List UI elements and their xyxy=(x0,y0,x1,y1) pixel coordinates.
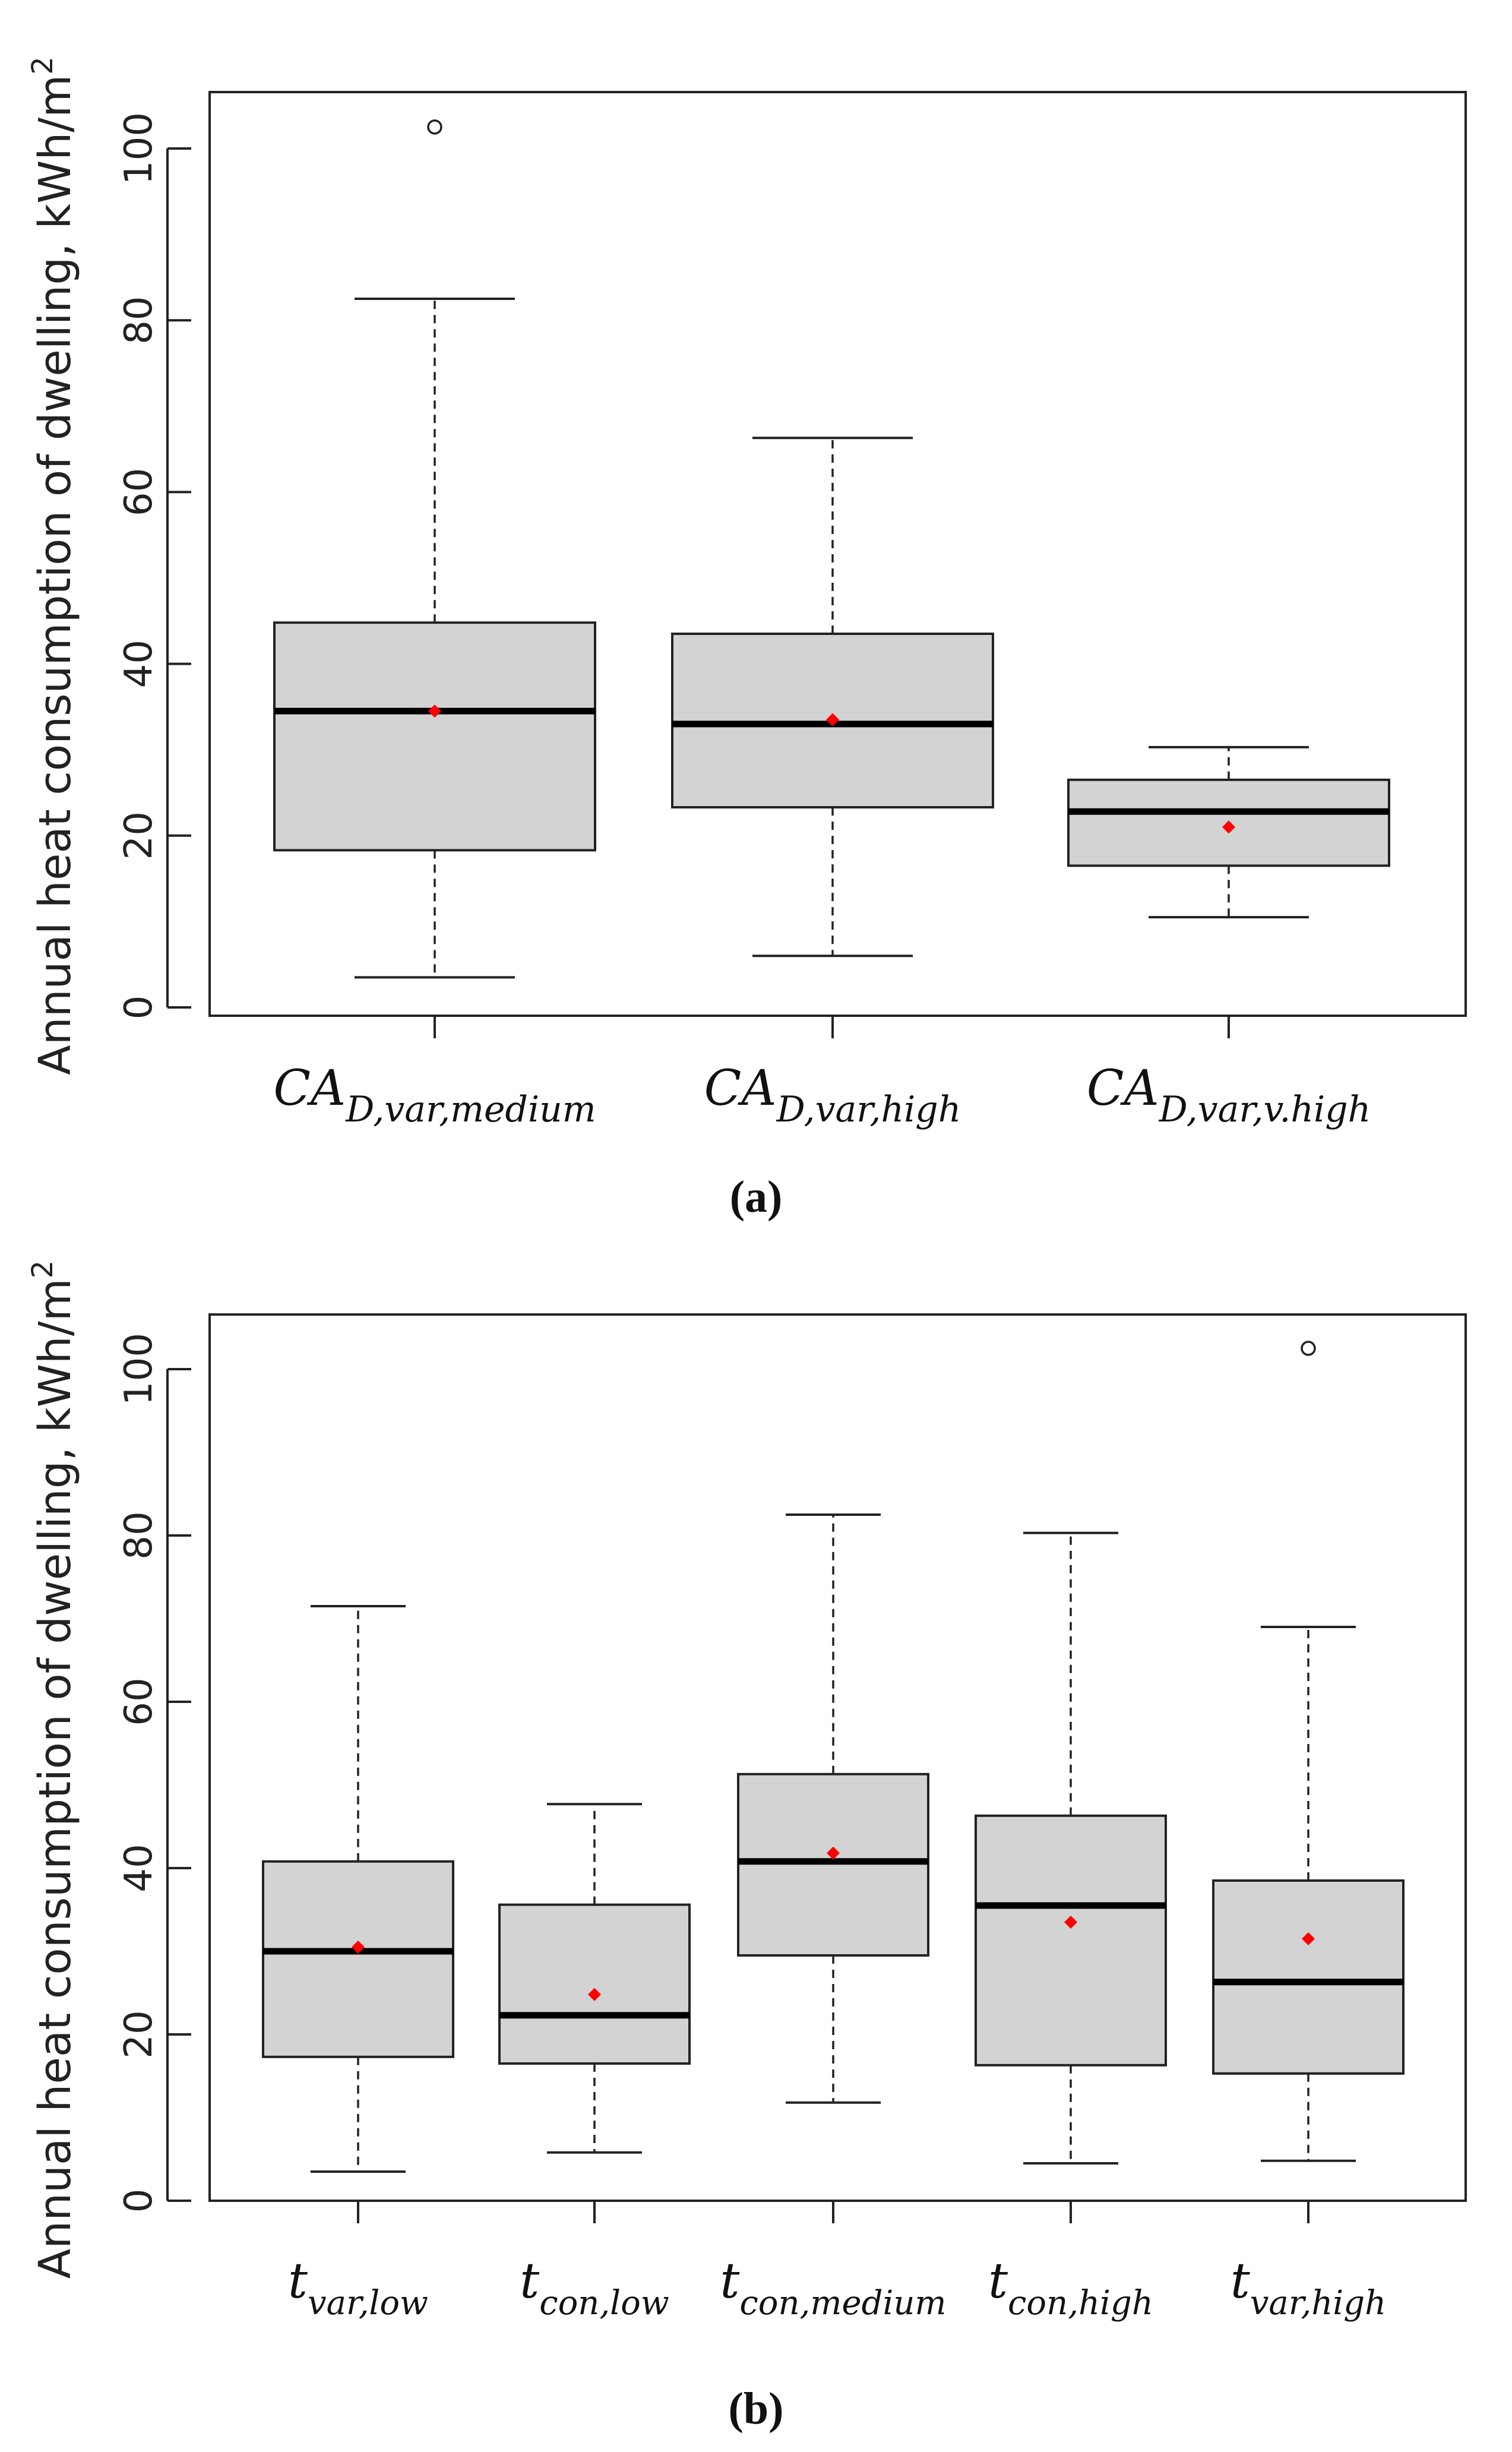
panel-caption: (a) xyxy=(730,1172,783,1222)
plot-frame xyxy=(208,91,1467,1017)
y-tick-label: 0 xyxy=(117,996,161,1020)
y-tick-label: 40 xyxy=(117,1844,161,1892)
category-main: CA xyxy=(1087,1060,1159,1117)
box-5-outlier-point xyxy=(1301,1341,1316,1356)
y-tick-label: 20 xyxy=(117,811,161,860)
x-category-label-2: CAD,var,high xyxy=(704,1060,961,1130)
box-2-mean-marker xyxy=(588,1987,601,2001)
category-main: t xyxy=(988,2253,1008,2309)
box-3-mean-marker xyxy=(827,1846,840,1860)
category-subscript: D,var,v.high xyxy=(1159,1089,1371,1130)
category-main: t xyxy=(520,2253,540,2309)
plot-frame xyxy=(208,1313,1467,2202)
y-axis-label-superscript: 2 xyxy=(26,56,59,75)
box-1-mean-marker xyxy=(352,1941,365,1954)
y-tick-label: 0 xyxy=(117,2189,161,2213)
category-main: CA xyxy=(273,1060,346,1117)
y-axis-label: Annual heat consumption of dwelling, kWh… xyxy=(26,56,81,1075)
y-tick-label: 60 xyxy=(117,468,161,516)
box-1-mean-marker xyxy=(428,704,441,718)
category-subscript: var,high xyxy=(1250,2284,1386,2323)
panel-caption: (b) xyxy=(729,2384,784,2434)
panel-b-chart: 0 20 40 60 80 100 Annual heat consumption of d… xyxy=(26,1260,1467,2434)
x-category-label-1: tvar,low xyxy=(288,2253,428,2323)
y-tick-label: 20 xyxy=(117,2010,161,2058)
box-4-mean-marker xyxy=(1064,1916,1077,1929)
category-subscript: con,medium xyxy=(739,2284,946,2323)
y-axis-label: Annual heat consumption of dwelling, kWh… xyxy=(26,1260,81,2279)
panel-a-chart: 0 20 40 60 80 100 Annual heat consumption of d… xyxy=(26,56,1467,1222)
box-2-mean-marker xyxy=(826,713,839,726)
category-main: t xyxy=(288,2253,308,2309)
y-tick-label: 80 xyxy=(117,296,161,344)
category-subscript: con,low xyxy=(539,2284,669,2323)
x-category-label-3: tcon,medium xyxy=(720,2253,946,2323)
box-5-mean-marker xyxy=(1302,1932,1315,1945)
x-category-label-3: CAD,var,v.high xyxy=(1087,1060,1371,1130)
category-main: t xyxy=(1231,2253,1251,2309)
x-category-label-2: tcon,low xyxy=(520,2253,669,2323)
category-main: CA xyxy=(704,1060,777,1117)
y-tick-label: 40 xyxy=(117,640,161,688)
y-axis-label-superscript: 2 xyxy=(26,1260,59,1279)
x-category-label-1: CAD,var,medium xyxy=(273,1060,596,1130)
y-axis-label-text: Annual heat consumption of dwelling, kWh… xyxy=(30,1278,81,2279)
category-subscript: var,low xyxy=(308,2284,428,2323)
x-category-label-4: tcon,high xyxy=(988,2253,1153,2323)
y-axis-label-text: Annual heat consumption of dwelling, kWh… xyxy=(30,75,81,1075)
box-5-iqr-box xyxy=(1212,1879,1405,2075)
category-main: t xyxy=(720,2253,740,2309)
box-1-iqr-box xyxy=(273,621,596,852)
y-tick-label: 100 xyxy=(117,112,161,185)
box-1-outlier-point xyxy=(427,119,442,135)
category-subscript: D,var,medium xyxy=(345,1089,596,1130)
category-subscript: D,var,high xyxy=(776,1089,961,1130)
y-tick-label: 60 xyxy=(117,1677,161,1726)
box-3-iqr-box xyxy=(737,1772,929,1957)
x-category-label-5: tvar,high xyxy=(1231,2253,1386,2323)
box-2-iqr-box xyxy=(498,1903,691,2065)
y-tick-label: 80 xyxy=(117,1511,161,1559)
y-tick-label: 100 xyxy=(117,1333,161,1405)
box-4-iqr-box xyxy=(975,1814,1167,2066)
category-subscript: con,high xyxy=(1008,2284,1153,2323)
box-1-iqr-box xyxy=(262,1860,454,2058)
box-3-mean-marker xyxy=(1222,820,1235,834)
